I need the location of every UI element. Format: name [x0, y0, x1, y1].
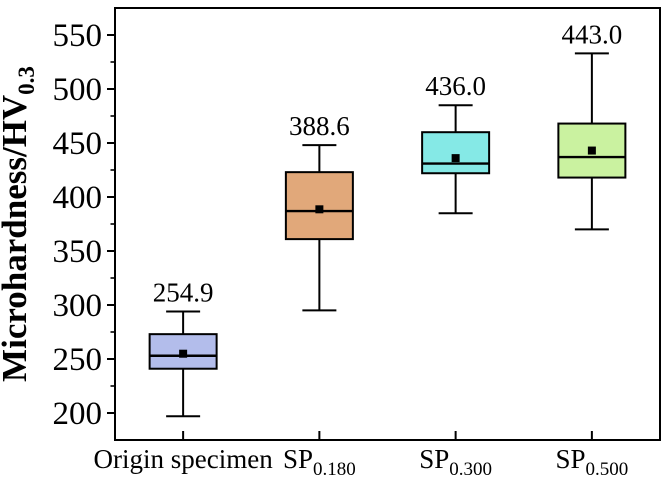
y-tick-label: 250	[53, 342, 103, 378]
y-axis-title: Microhardness/HV0.3	[0, 66, 39, 382]
y-tick-label: 200	[53, 396, 103, 432]
y-tick-label: 500	[53, 72, 103, 108]
x-category-label: Origin specimen	[94, 444, 274, 474]
x-label-subscript: 0.300	[449, 459, 492, 480]
mean-value-label: 254.9	[153, 277, 214, 307]
x-category-label: SP0.300	[419, 444, 492, 480]
x-category-label: SP0.500	[555, 444, 628, 480]
mean-marker	[451, 154, 460, 163]
mean-marker	[315, 205, 324, 214]
mean-value-label: 443.0	[562, 19, 623, 49]
y-tick-label: 450	[53, 126, 103, 162]
y-axis-title-main: Microhardness/HV	[0, 95, 34, 382]
x-label-main: SP	[283, 444, 313, 474]
y-tick-label: 350	[53, 234, 103, 270]
mean-marker	[587, 146, 596, 155]
y-tick-label: 550	[53, 18, 103, 54]
y-tick-label: 300	[53, 288, 103, 324]
y-axis-title-subscript: 0.3	[14, 66, 39, 95]
x-label-main: SP	[555, 444, 585, 474]
x-label-main: Origin specimen	[94, 444, 274, 474]
x-label-main: SP	[419, 444, 449, 474]
x-category-label: SP0.180	[283, 444, 356, 480]
x-label-subscript: 0.500	[586, 459, 629, 480]
x-label-subscript: 0.180	[313, 459, 356, 480]
mean-marker	[179, 349, 188, 358]
box-iqr	[421, 131, 491, 175]
mean-value-label: 436.0	[425, 71, 486, 101]
y-tick-label: 400	[53, 180, 103, 216]
plot-frame	[114, 7, 661, 441]
mean-value-label: 388.6	[289, 111, 350, 141]
